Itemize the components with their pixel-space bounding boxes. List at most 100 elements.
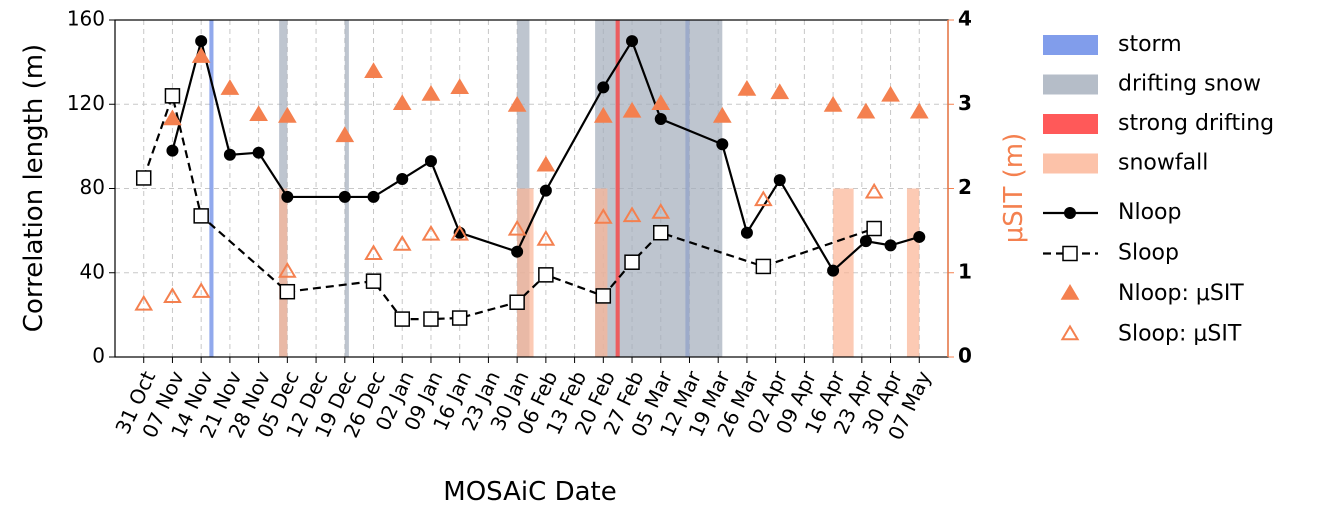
point	[864, 182, 884, 199]
x-axis-label: MOSAiC Date	[443, 477, 616, 506]
legend-label: Nloop: μSIT	[1118, 281, 1244, 306]
event-span	[595, 188, 608, 357]
legend-label: drifting snow	[1118, 72, 1261, 97]
point	[277, 261, 297, 278]
point	[913, 230, 926, 243]
point	[755, 258, 772, 275]
point	[451, 310, 468, 326]
point	[421, 85, 441, 101]
point	[737, 79, 757, 96]
point	[651, 94, 671, 111]
point	[538, 267, 554, 283]
point	[392, 94, 412, 111]
point	[193, 208, 209, 224]
point	[753, 190, 773, 207]
point	[252, 146, 265, 159]
point	[597, 81, 610, 94]
event-span	[833, 188, 854, 357]
point	[511, 245, 524, 258]
point	[163, 109, 182, 126]
y-tick-label: 120	[67, 91, 105, 115]
event-span	[517, 188, 534, 357]
event-span	[209, 20, 214, 357]
legend-label: Nloop	[1118, 200, 1181, 225]
point	[823, 95, 843, 112]
legend-label: strong drifting	[1118, 111, 1274, 136]
point	[653, 224, 669, 241]
point	[773, 174, 786, 187]
point	[622, 206, 642, 223]
point	[450, 224, 470, 241]
point	[884, 239, 897, 252]
point	[509, 294, 525, 310]
point	[507, 219, 527, 236]
legend-label: storm	[1118, 32, 1182, 57]
point	[654, 112, 667, 125]
point	[166, 144, 179, 157]
point	[1060, 284, 1080, 300]
legend-label: snowfall	[1118, 151, 1208, 176]
point	[281, 190, 294, 203]
point	[191, 47, 211, 63]
point	[536, 155, 556, 172]
point	[866, 220, 882, 237]
y2-tick-label: 4	[958, 7, 972, 31]
point	[364, 62, 383, 79]
point	[595, 288, 612, 304]
point	[859, 235, 872, 248]
y2-tick-label: 1	[958, 259, 972, 283]
series-line	[142, 91, 875, 321]
point	[424, 155, 437, 168]
point	[536, 229, 556, 246]
point	[450, 78, 470, 95]
legend-label: Sloop	[1118, 241, 1179, 266]
point	[394, 311, 410, 327]
point	[881, 85, 900, 102]
legend-swatch	[1043, 74, 1098, 95]
point	[593, 208, 613, 224]
point	[191, 282, 211, 298]
point	[507, 95, 527, 112]
point	[856, 102, 876, 119]
point	[223, 148, 236, 161]
point	[421, 224, 441, 241]
legend-label: Sloop: μSIT	[1118, 322, 1242, 347]
y-tick-label: 160	[67, 7, 105, 31]
point	[827, 264, 840, 277]
series-line	[171, 38, 920, 273]
point	[716, 138, 729, 151]
event-span	[906, 188, 920, 357]
point	[539, 184, 552, 197]
point	[624, 254, 640, 270]
y2-tick-label: 3	[958, 91, 972, 115]
point	[277, 106, 297, 123]
point	[1064, 207, 1076, 219]
point	[335, 126, 355, 143]
point	[164, 88, 181, 104]
point	[423, 311, 439, 327]
y2-tick-label: 0	[958, 344, 972, 368]
point	[909, 102, 929, 119]
y2-axis-label: μSIT (m)	[999, 133, 1029, 243]
point	[712, 106, 732, 123]
event-span	[615, 20, 620, 357]
point	[220, 79, 240, 95]
point	[338, 190, 351, 203]
point	[1060, 324, 1080, 341]
point	[770, 83, 790, 100]
legend-swatch	[1043, 114, 1098, 134]
point	[365, 273, 382, 289]
point	[364, 244, 383, 261]
point	[622, 101, 642, 118]
point	[392, 234, 412, 251]
legend-swatch	[1043, 153, 1098, 174]
point	[1062, 245, 1078, 262]
point	[396, 173, 409, 186]
point	[135, 170, 152, 186]
point	[740, 226, 753, 239]
point	[367, 190, 380, 203]
y-tick-label: 80	[80, 175, 105, 199]
y-tick-label: 0	[92, 344, 105, 368]
y-tick-label: 40	[80, 259, 105, 283]
